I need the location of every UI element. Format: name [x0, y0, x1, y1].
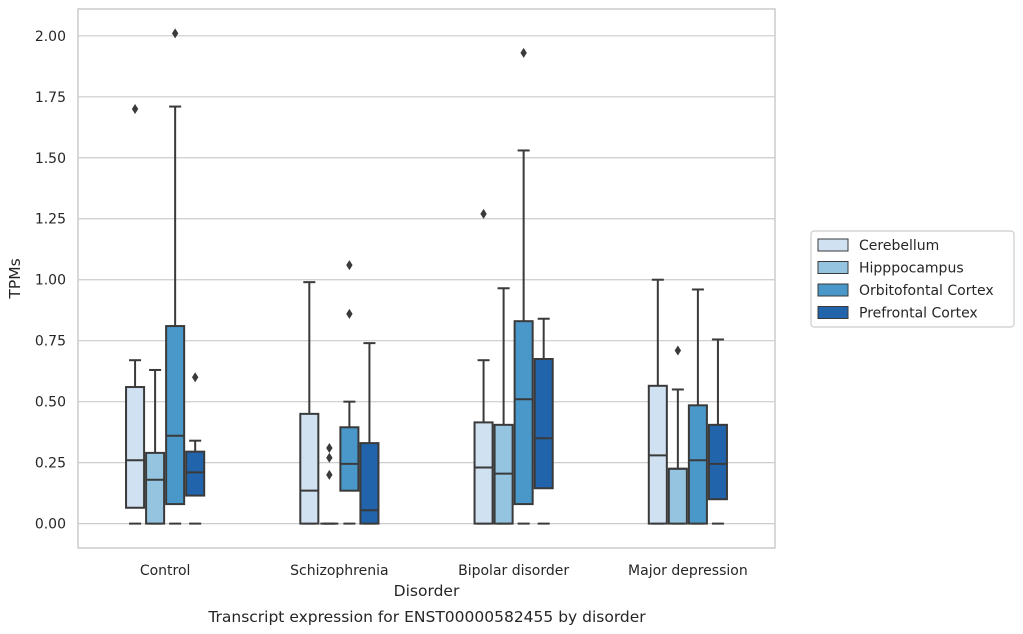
y-tick-label: 1.00	[35, 273, 66, 289]
outlier-point	[346, 308, 353, 319]
y-tick-label: 0.00	[35, 517, 66, 533]
outlier-point	[480, 208, 487, 219]
legend: Cerebellum Hipppocampus Orbitofontal Corte…	[810, 230, 1015, 328]
box-cerebellum	[125, 103, 146, 525]
box-iqr	[473, 421, 494, 525]
legend-entry: Prefrontal Cortex	[859, 306, 978, 322]
box-cerebellum	[299, 281, 320, 525]
box-hipppocampus	[493, 287, 514, 525]
box-orbitofontal-cortex	[165, 28, 186, 525]
box-cerebellum	[473, 208, 494, 525]
outlier-point	[326, 469, 333, 480]
box-hipppocampus	[667, 345, 688, 525]
y-tick-label: 2.00	[35, 29, 66, 45]
box-iqr	[299, 412, 320, 525]
y-tick-label: 1.75	[35, 90, 66, 106]
chart-caption: Transcript expression for ENST0000058245…	[207, 608, 646, 626]
box-iqr	[359, 442, 380, 525]
x-tick-label: Bipolar disorder	[458, 563, 569, 579]
legend-entry: Cerebellum	[859, 238, 939, 254]
legend-entry: Orbitofontal Cortex	[859, 283, 994, 299]
y-tick-label: 0.25	[35, 456, 66, 472]
box-hipppocampus	[145, 368, 166, 525]
box-iqr	[513, 320, 534, 506]
x-axis-label: Disorder	[394, 582, 460, 600]
y-tick-label: 0.75	[35, 334, 66, 350]
box-iqr	[707, 423, 728, 501]
outlier-point	[674, 345, 682, 356]
box-iqr	[165, 325, 186, 506]
x-tick-label: Control	[140, 563, 191, 579]
box-prefrontal-cortex	[533, 317, 554, 525]
outlier-point	[346, 260, 353, 271]
outlier-point	[191, 372, 199, 383]
legend-swatch	[817, 261, 849, 274]
box-orbitofontal-cortex	[687, 288, 708, 525]
legend-swatch	[817, 306, 849, 319]
outlier-point	[520, 47, 527, 58]
y-tick-label: 0.50	[35, 395, 66, 411]
box-orbitofontal-cortex	[339, 260, 360, 525]
legend-swatch	[817, 283, 849, 297]
box-iqr	[533, 357, 554, 490]
y-tick-label: 1.25	[35, 212, 66, 228]
box-iqr	[339, 426, 360, 492]
box-plot-area	[125, 28, 728, 525]
legend-frame	[810, 230, 1015, 328]
outlier-point	[131, 103, 139, 114]
outlier-point	[326, 452, 333, 463]
box-prefrontal-cortex	[707, 338, 728, 525]
legend-swatch	[817, 238, 849, 252]
box-iqr	[145, 451, 166, 525]
outlier-point	[326, 443, 333, 454]
box-prefrontal-cortex	[185, 372, 206, 525]
outlier-point	[171, 28, 179, 39]
x-axis-ticks: Control Schizophrenia Bipolar disorder Majo…	[140, 563, 748, 579]
box-orbitofontal-cortex	[513, 47, 534, 525]
box-prefrontal-cortex	[359, 342, 380, 525]
y-axis-label: TPMs	[6, 258, 24, 299]
x-tick-label: Schizophrenia	[290, 563, 388, 579]
box-iqr	[185, 450, 206, 497]
box-iqr	[125, 386, 146, 509]
y-tick-label: 1.50	[35, 151, 66, 167]
box-cerebellum	[647, 278, 668, 525]
box-hipppocampus	[320, 443, 339, 525]
box-iqr	[687, 404, 708, 525]
plot-frame	[77, 8, 776, 549]
x-tick-label: Major depression	[628, 563, 748, 579]
box-iqr	[667, 467, 688, 525]
y-axis-ticks: 0.00 0.25 0.50 0.75 1.00 1.25 1.50 1.75 2.00	[35, 29, 66, 533]
legend-entry: Hipppocampus	[859, 261, 964, 277]
